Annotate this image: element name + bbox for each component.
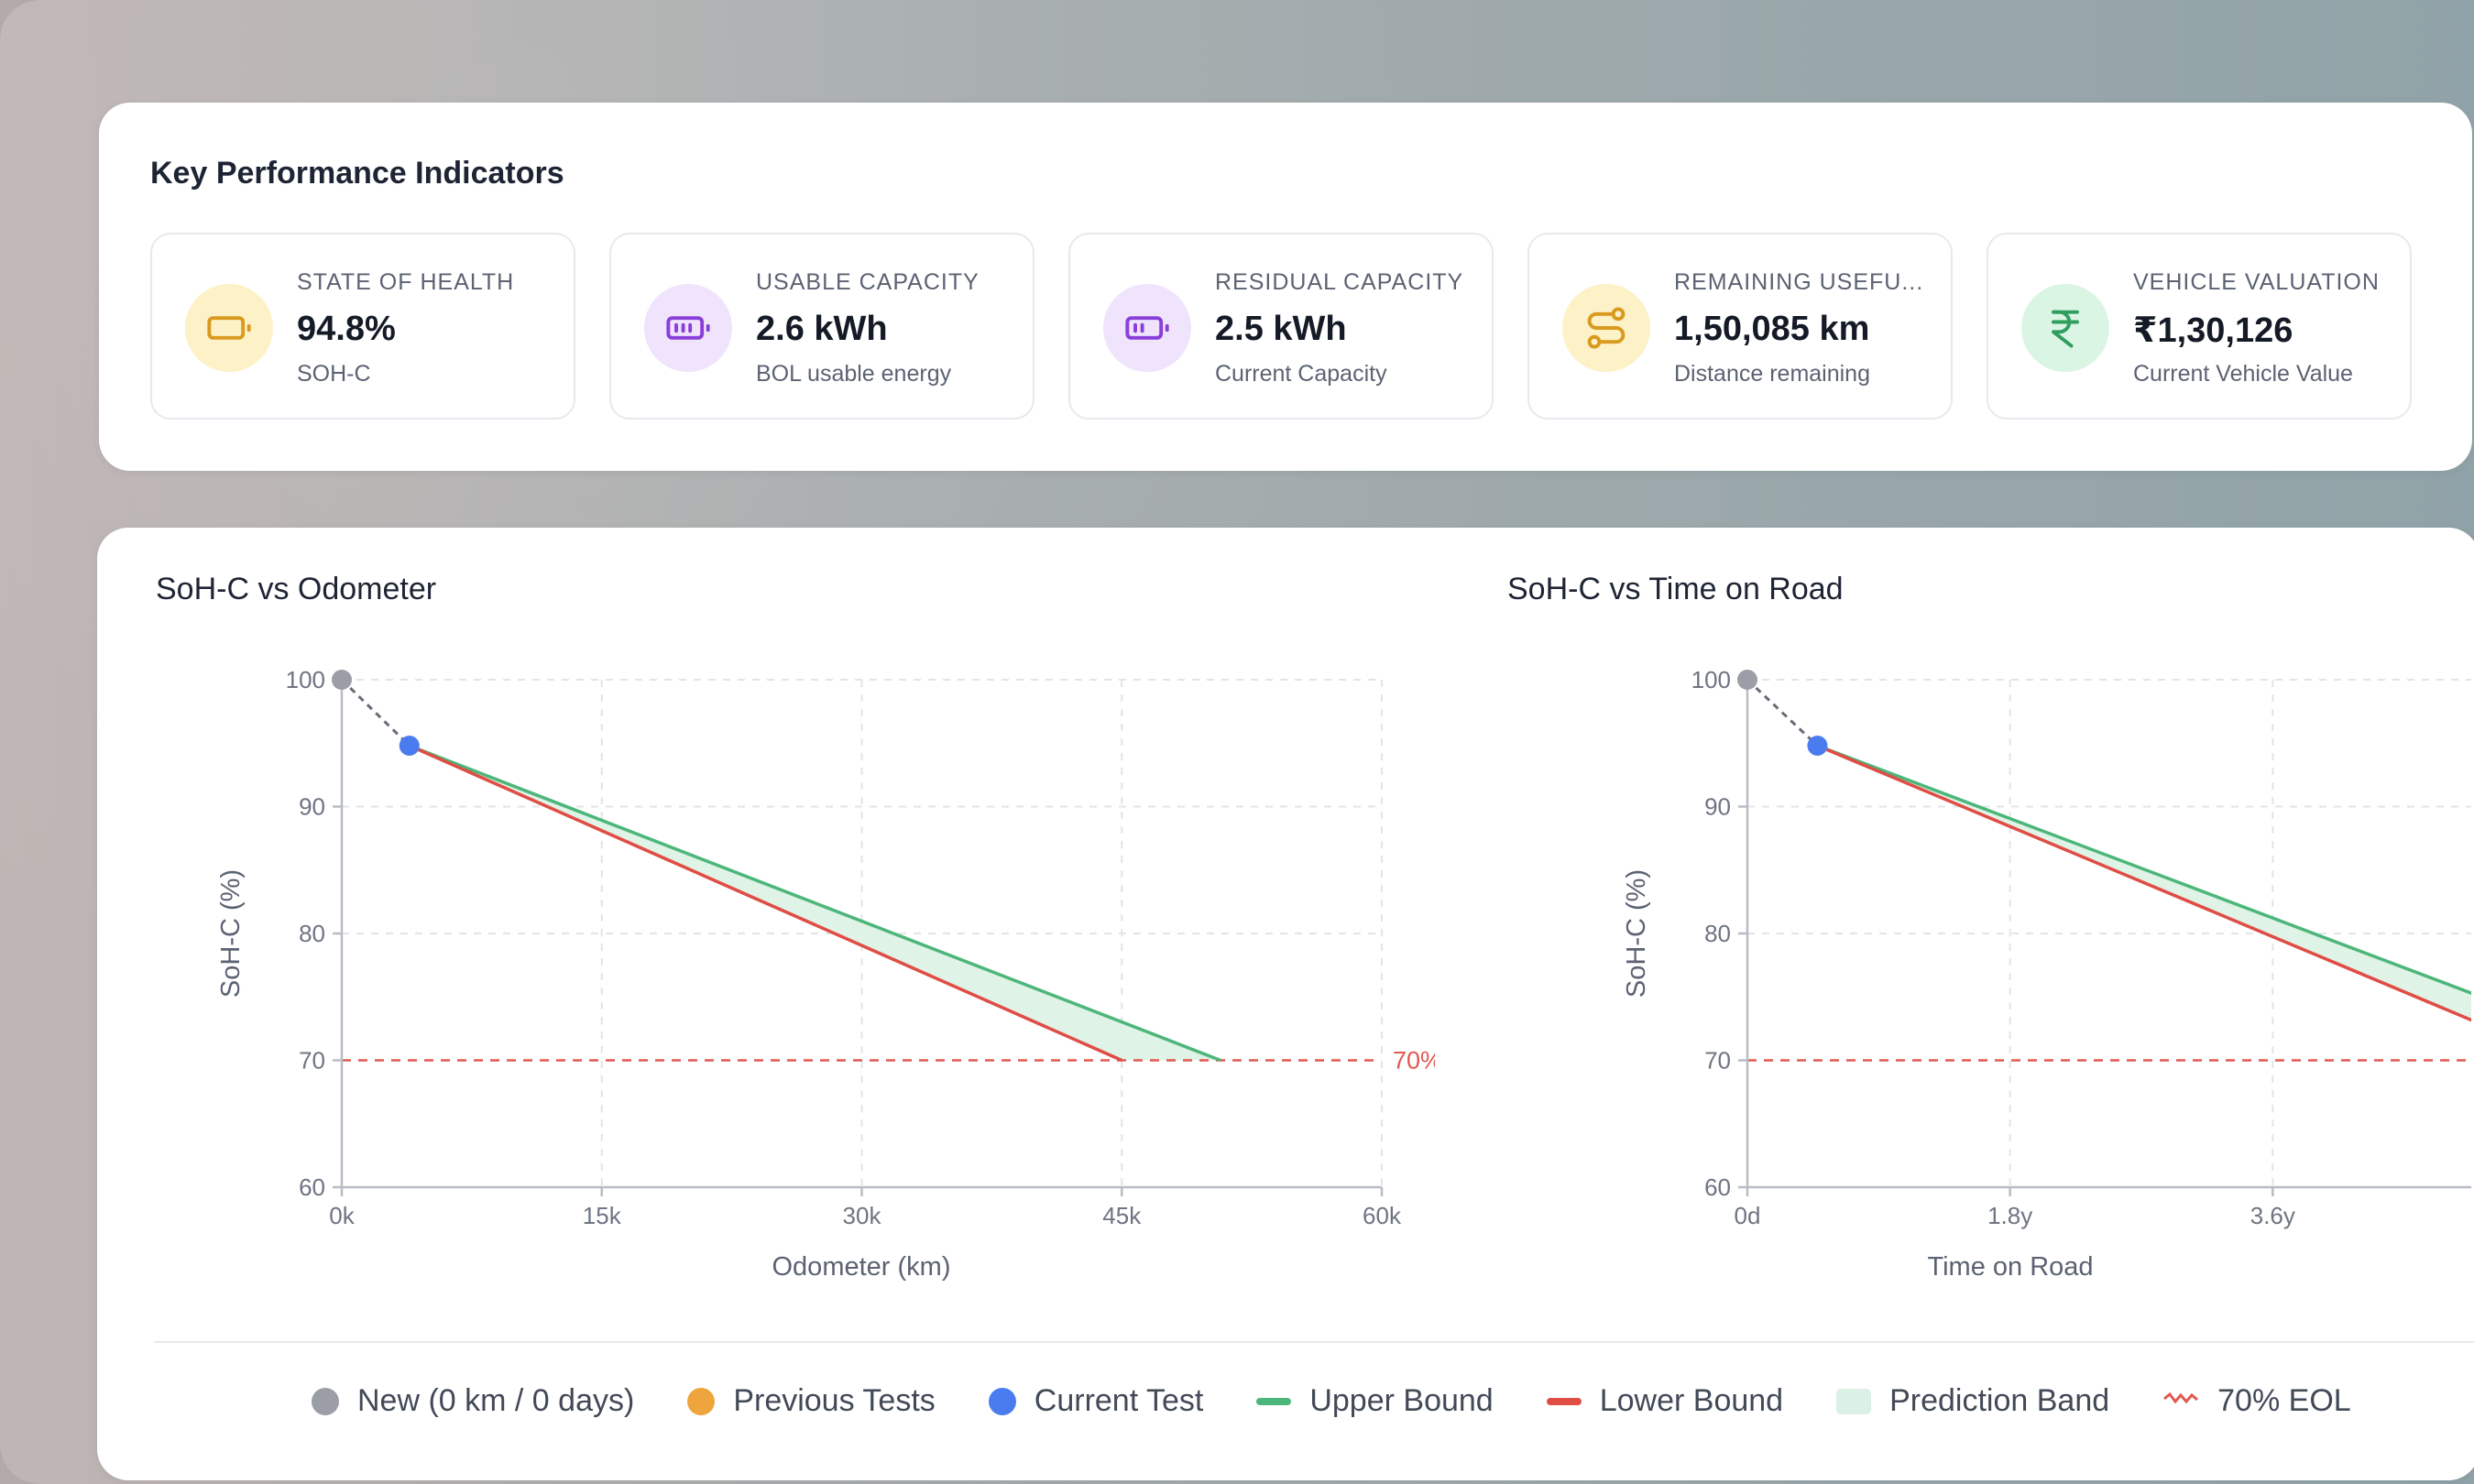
y-tick-label: 90 (299, 793, 325, 821)
kpi-tile-usable-capacity[interactable]: USABLE CAPACITY 2.6 kWh BOL usable energ… (609, 233, 1034, 420)
x-tick-label: 45k (1102, 1202, 1142, 1229)
history-connector (340, 678, 411, 747)
kpi-label: RESIDUAL CAPACITY (1215, 269, 1464, 295)
kpi-label: VEHICLE VALUATION (2133, 269, 2380, 295)
x-tick-label: 3.6y (2250, 1202, 2295, 1229)
y-axis-label: SoH-C (%) (216, 869, 246, 998)
kpi-tile-state-of-health[interactable]: STATE OF HEALTH 94.8% SOH-C (150, 233, 575, 420)
x-tick-label: 1.8y (1987, 1202, 2032, 1229)
y-tick-label: 70 (299, 1047, 325, 1075)
x-tick-label: 0d (1735, 1202, 1761, 1229)
legend-label: Previous Tests (733, 1383, 936, 1418)
x-tick-label: 30k (843, 1202, 882, 1229)
kpi-card: Key Performance Indicators STATE OF HEAL… (99, 103, 2472, 471)
upper-bound-line (1816, 744, 2471, 996)
legend-item: Previous Tests (687, 1383, 936, 1419)
kpi-subtext: SOH-C (297, 361, 371, 387)
y-axis-label: SoH-C (%) (1622, 869, 1651, 998)
y-tick-label: 60 (1704, 1173, 1731, 1201)
kpi-value: 1,50,085 km (1674, 310, 1870, 348)
charts-card: SoH-C vs Odometer SoH-C vs Time on Road … (97, 528, 2474, 1480)
current-test-point (1807, 736, 1828, 757)
eol-label: 70% (1393, 1047, 1435, 1075)
kpi-subtext: Current Vehicle Value (2133, 361, 2353, 387)
x-tick-label: 0k (329, 1202, 355, 1229)
new-point (1737, 670, 1757, 690)
legend-label: 70% EOL (2217, 1383, 2351, 1418)
kpi-tile-residual-capacity[interactable]: RESIDUAL CAPACITY 2.5 kWh Current Capaci… (1068, 233, 1494, 420)
kpi-value: ₹1,30,126 (2133, 311, 2293, 350)
legend-divider (154, 1341, 2474, 1343)
kpi-subtext: Current Capacity (1215, 361, 1387, 387)
kpi-subtext: Distance remaining (1674, 361, 1870, 387)
upper-bound-line (409, 744, 1221, 1063)
prediction-band (1817, 746, 2471, 1020)
legend-symbol (988, 1387, 1016, 1415)
battery-full-icon (644, 284, 732, 372)
legend-label: Prediction Band (1889, 1383, 2110, 1418)
legend-item: Upper Bound (1256, 1383, 1494, 1419)
legend-label: Upper Bound (1309, 1383, 1494, 1418)
lower-bound-line (409, 744, 1122, 1063)
current-test-point (399, 736, 420, 757)
plot-area (1746, 678, 2471, 1187)
legend-label: New (0 km / 0 days) (357, 1383, 635, 1418)
y-tick-label: 70 (1704, 1047, 1731, 1075)
chart-legend: New (0 km / 0 days) Previous Tests Current… (312, 1383, 2404, 1419)
y-tick-label: 100 (286, 666, 325, 693)
kpi-label: USABLE CAPACITY (756, 269, 980, 295)
lower-bound-line (1816, 744, 2471, 1022)
legend-symbol (687, 1387, 716, 1415)
legend-label: Current Test (1034, 1383, 1204, 1418)
history-connector (1746, 678, 1819, 747)
legend-symbol (1256, 1397, 1292, 1405)
legend-item: Current Test (988, 1383, 1204, 1419)
legend-symbol (1546, 1397, 1582, 1405)
kpi-heading: Key Performance Indicators (150, 156, 564, 191)
rupee-icon (2021, 284, 2109, 372)
kpi-label: STATE OF HEALTH (297, 269, 515, 295)
legend-item: New (0 km / 0 days) (312, 1383, 634, 1419)
y-tick-label: 80 (1704, 920, 1731, 947)
kpi-tile-remaining-useful-life[interactable]: REMAINING USEFU... 1,50,085 km Distance … (1527, 233, 1953, 420)
legend-item: Prediction Band (1836, 1383, 2109, 1419)
x-tick-label: 60k (1363, 1202, 1402, 1229)
route-icon (1562, 284, 1650, 372)
battery-medium-icon (1103, 284, 1191, 372)
y-tick-label: 60 (299, 1173, 325, 1201)
kpi-label: REMAINING USEFU... (1674, 269, 1924, 295)
legend-symbol (312, 1387, 339, 1415)
plot-area (340, 678, 1383, 1187)
y-tick-label: 80 (299, 920, 325, 947)
battery-icon (185, 284, 273, 372)
kpi-value: 2.5 kWh (1215, 310, 1347, 348)
legend-symbol (1836, 1388, 1872, 1414)
x-tick-label: 15k (583, 1202, 622, 1229)
legend-item: Lower Bound (1546, 1383, 1784, 1419)
chart-title-time-on-road: SoH-C vs Time on Road (1507, 572, 1844, 606)
new-point (332, 670, 352, 690)
chart-title-odometer: SoH-C vs Odometer (156, 572, 437, 606)
legend-item: 70% EOL (2162, 1383, 2351, 1419)
kpi-subtext: BOL usable energy (756, 361, 952, 387)
kpi-value: 94.8% (297, 310, 396, 348)
x-axis-label: Time on Road (1927, 1252, 2093, 1282)
kpi-value: 2.6 kWh (756, 310, 888, 348)
chart-soh-vs-odometer: 60 70 80 90 100 0k 15k 30k 45k 60k Odometer (km) So… (216, 666, 1435, 1282)
legend-label: Lower Bound (1599, 1383, 1784, 1418)
legend-symbol (2162, 1391, 2199, 1410)
y-tick-label: 100 (1691, 666, 1731, 693)
x-axis-label: Odometer (km) (772, 1252, 951, 1282)
y-tick-label: 90 (1704, 793, 1731, 821)
kpi-tile-vehicle-valuation[interactable]: VEHICLE VALUATION ₹1,30,126 Current Vehi… (1987, 233, 2412, 420)
